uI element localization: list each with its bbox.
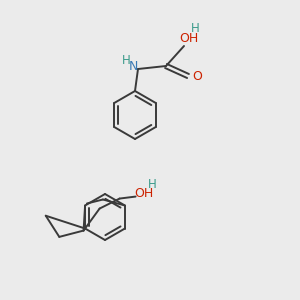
Text: OH: OH xyxy=(179,32,199,44)
Text: OH: OH xyxy=(134,187,153,200)
Text: O: O xyxy=(192,70,202,83)
Text: H: H xyxy=(122,55,130,68)
Text: H: H xyxy=(190,22,200,34)
Text: H: H xyxy=(148,178,157,191)
Text: N: N xyxy=(128,61,138,74)
